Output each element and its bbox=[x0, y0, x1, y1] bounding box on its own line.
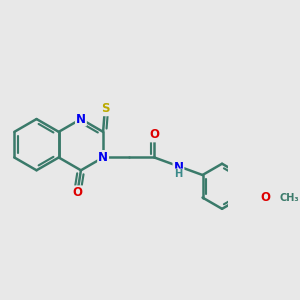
Text: O: O bbox=[149, 128, 159, 141]
Text: S: S bbox=[100, 102, 109, 115]
Text: H: H bbox=[174, 169, 183, 179]
Text: O: O bbox=[260, 191, 270, 204]
Text: O: O bbox=[72, 186, 82, 199]
Text: CH₃: CH₃ bbox=[279, 193, 299, 202]
Text: N: N bbox=[98, 151, 108, 164]
Text: N: N bbox=[173, 161, 183, 174]
Text: N: N bbox=[76, 112, 86, 125]
